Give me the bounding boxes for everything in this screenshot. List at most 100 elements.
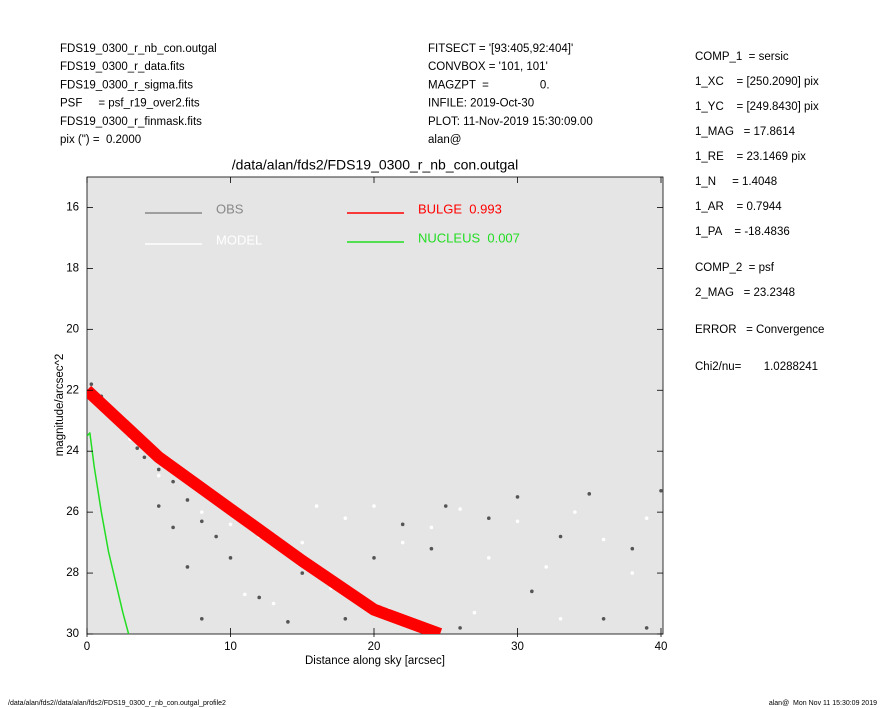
y-tick-label: 26 [66, 506, 79, 518]
header-right-line: 1_N = 1.4048 [695, 176, 777, 188]
data-point [587, 492, 592, 496]
plot-area [86, 176, 664, 635]
data-point [558, 616, 563, 621]
nucleus-line [87, 432, 130, 634]
data-point [487, 556, 491, 560]
header-center-line: FITSECT = '[93:405,92:404]' [428, 43, 573, 55]
data-point [214, 534, 218, 539]
header-right-line: COMP_2 = psf [695, 262, 775, 274]
data-point [443, 504, 448, 508]
data-point [228, 522, 233, 527]
header-right-line: 1_XC = [250.2090] pix [695, 76, 819, 88]
header-right-line: ERROR = Convergence [695, 324, 824, 336]
data-point [156, 473, 161, 478]
data-point [573, 510, 577, 514]
x-tick-label: 40 [655, 641, 668, 653]
data-point [458, 626, 462, 630]
header-left-line: FDS19_0300_r_sigma.fits [60, 79, 193, 91]
data-point [515, 495, 520, 499]
data-point [243, 592, 247, 597]
data-point [185, 498, 190, 502]
header-right-line: 1_AR = 0.7944 [695, 201, 782, 213]
header-left-line: FDS19_0300_r_nb_con.outgal [60, 43, 217, 55]
header-center-line: alan@ [428, 134, 461, 146]
header-left-line: FDS19_0300_r_finmask.fits [60, 116, 202, 128]
data-point [171, 525, 175, 530]
data-point [200, 510, 204, 514]
plot-marks [87, 382, 663, 634]
y-tick-label: 24 [66, 445, 79, 457]
y-tick-label: 30 [66, 628, 79, 640]
data-point [644, 626, 649, 630]
header-center-line: CONVBOX = '101, 101' [428, 61, 548, 73]
y-tick-label: 28 [66, 567, 79, 579]
data-point [372, 556, 376, 560]
footer-left: /data/alan/fds2//data/alan/fds2/FDS19_03… [8, 700, 226, 707]
data-point [314, 504, 319, 508]
data-point [544, 565, 548, 569]
data-point [343, 516, 348, 521]
data-point [185, 565, 190, 569]
header-center-line: INFILE: 2019-Oct-30 [428, 98, 534, 110]
x-axis-label: Distance along sky [arcsec] [305, 655, 445, 667]
data-point [630, 571, 635, 575]
data-point [200, 616, 204, 621]
header-center-line: MAGZPT = 0. [428, 79, 550, 91]
data-point [601, 616, 606, 621]
data-point [630, 546, 635, 551]
legend-label: BULGE 0.993 [418, 201, 502, 216]
data-point [228, 556, 233, 560]
header-right-line: 1_RE = 23.1469 pix [695, 151, 806, 163]
data-point [257, 595, 262, 600]
data-point [472, 610, 477, 615]
header-left-line: pix (") = 0.2000 [60, 134, 141, 146]
data-point [601, 537, 606, 542]
x-tick-label: 10 [224, 641, 237, 653]
header-right-line: 1_PA = -18.4836 [695, 226, 790, 238]
y-axis-label: magnitude/arcsec^2 [54, 354, 66, 457]
data-point [156, 504, 161, 508]
data-point [343, 616, 348, 621]
data-point [429, 525, 434, 530]
data-point [644, 516, 649, 521]
data-point [286, 620, 290, 624]
header-center-line: PLOT: 11-Nov-2019 15:30:09.00 [428, 116, 593, 128]
data-point [487, 516, 491, 521]
y-tick-label: 20 [66, 323, 79, 335]
header-right-line: 1_YC = [249.8430] pix [695, 101, 819, 113]
legend-label: NUCLEUS 0.007 [418, 230, 520, 245]
header-left-line: PSF = psf_r19_over2.fits [60, 98, 200, 110]
data-point [400, 522, 405, 527]
data-point [659, 489, 663, 493]
data-point [135, 446, 140, 450]
x-tick-label: 30 [511, 641, 524, 653]
data-point [400, 540, 405, 545]
data-point [200, 519, 204, 524]
data-point [89, 382, 94, 386]
header-right-line: 1_MAG = 17.8614 [695, 126, 796, 138]
header-left-line: FDS19_0300_r_data.fits [60, 61, 185, 73]
legend-label: OBS [216, 201, 244, 216]
data-point [372, 504, 376, 508]
data-point [142, 455, 147, 460]
data-point [300, 540, 305, 545]
legend-label: MODEL [216, 232, 262, 247]
header-right-line: 2_MAG = 23.2348 [695, 287, 795, 299]
x-tick-label: 20 [368, 641, 381, 653]
data-point [458, 507, 462, 511]
header-right-line: Chi2/nu= 1.0288241 [695, 361, 818, 373]
y-tick-label: 18 [66, 262, 79, 274]
y-tick-label: 16 [66, 201, 79, 213]
data-point [429, 546, 434, 551]
data-point [271, 601, 276, 606]
data-point [156, 467, 161, 472]
data-point [300, 571, 305, 575]
bulge-band [87, 385, 443, 634]
data-point [171, 479, 175, 484]
header-right-line: COMP_1 = sersic [695, 51, 789, 63]
footer-right: alan@ Mon Nov 11 15:30:09 2019 [769, 700, 877, 707]
data-point [530, 589, 534, 594]
x-tick-label: 0 [84, 641, 90, 653]
data-point [558, 534, 563, 539]
